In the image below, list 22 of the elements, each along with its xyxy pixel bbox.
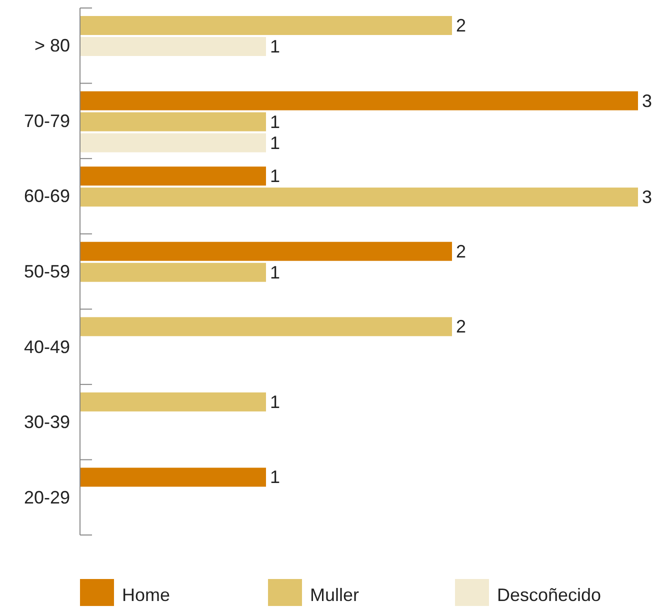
y-tick-label: 30-39 (24, 412, 70, 432)
data-label: 1 (270, 112, 280, 132)
legend-label: Descoñecido (497, 585, 602, 605)
y-tick-label: 40-49 (24, 336, 70, 357)
y-tick-label: 50-59 (24, 262, 70, 282)
data-label: 2 (456, 241, 466, 262)
y-tick-label: 70-79 (24, 110, 70, 131)
data-label: 1 (270, 467, 280, 488)
data-label: 1 (270, 392, 280, 412)
y-tick-label: > 80 (34, 36, 70, 56)
data-label: 3 (642, 90, 652, 111)
data-label: 1 (270, 166, 280, 186)
data-label: 3 (642, 187, 652, 208)
data-label: 2 (456, 316, 466, 337)
data-label: 1 (270, 36, 280, 56)
data-label: 1 (270, 132, 280, 153)
y-tick-label: 60-69 (24, 186, 70, 206)
legend-label: Home (122, 585, 170, 605)
legend-label: Muller (310, 585, 360, 605)
y-tick-label: 20-29 (24, 487, 70, 508)
data-label: 1 (270, 262, 280, 282)
data-label: 2 (456, 16, 466, 36)
